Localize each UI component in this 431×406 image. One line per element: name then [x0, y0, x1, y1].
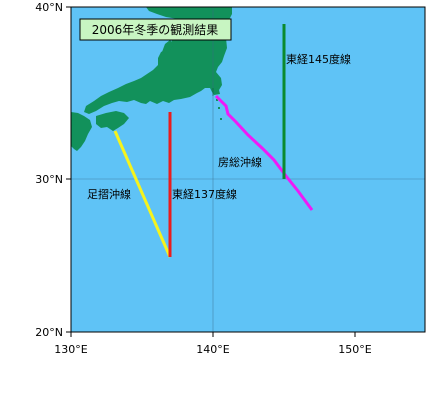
- map-frame: [70, 6, 426, 333]
- latitude-label-40n: 40°N: [35, 1, 63, 14]
- kyushu-island: [71, 112, 92, 151]
- route-label-boso: 房総沖線: [218, 155, 262, 169]
- route-label-145e: 東経145度線: [286, 52, 351, 66]
- shikoku-island: [96, 111, 129, 131]
- longitude-label-150e: 150°E: [338, 343, 371, 356]
- izu-island-2: [218, 107, 220, 109]
- route-label-137e: 東経137度線: [172, 187, 237, 201]
- route-line-boso: [214, 94, 314, 211]
- route-line-ashizuri: [113, 130, 172, 258]
- izu-island-1: [216, 99, 218, 101]
- longitude-label-140e: 140°E: [196, 343, 229, 356]
- route-label-ashizuri: 足摺沖線: [87, 187, 131, 201]
- latitude-label-20n: 20°N: [35, 326, 63, 339]
- latitude-label-30n: 30°N: [35, 173, 63, 186]
- map-title: 2006年冬季の観測結果: [92, 22, 219, 37]
- island-west-kyushu: [71, 120, 76, 126]
- longitude-label-130e: 130°E: [54, 343, 87, 356]
- title-box: [79, 18, 232, 41]
- sea-area: [71, 7, 425, 332]
- izu-island-3: [220, 118, 222, 120]
- noto-peninsula: [162, 40, 174, 54]
